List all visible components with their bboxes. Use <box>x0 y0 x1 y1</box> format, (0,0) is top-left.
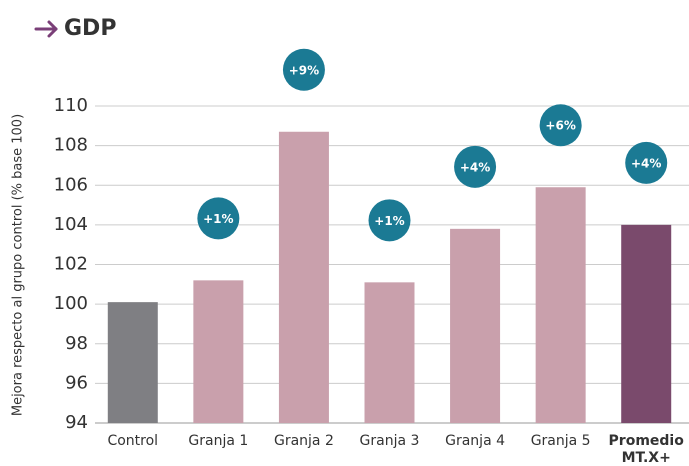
badge <box>282 48 325 91</box>
x-tick-label: Granja 1 <box>188 433 248 449</box>
title-arrow <box>34 20 58 38</box>
x-tick-label: Promedio MT.X+ <box>609 433 685 466</box>
badge-label: +9% <box>289 63 319 77</box>
badge <box>625 141 668 184</box>
y-tick-label: 106 <box>54 174 88 195</box>
x-tick-label: Granja 5 <box>531 433 591 449</box>
x-tick-label: Control <box>107 433 158 449</box>
badge-label: +4% <box>460 160 490 174</box>
x-tick-label: Granja 2 <box>274 433 334 449</box>
y-tick-label: 96 <box>65 372 88 393</box>
badge <box>368 199 411 242</box>
y-tick-label: 94 <box>65 412 88 433</box>
bar <box>450 228 501 423</box>
y-tick-label: 104 <box>54 214 88 235</box>
y-tick-label: 98 <box>65 333 88 354</box>
y-tick-label: 108 <box>54 135 88 156</box>
y-tick-label: 102 <box>54 254 88 275</box>
bar <box>535 187 586 423</box>
chart-title: GDP <box>64 16 116 41</box>
bar <box>107 302 158 423</box>
bar <box>621 224 672 423</box>
y-axis-label: Mejora respecto al grupo control (% base… <box>11 114 26 416</box>
badge <box>539 104 582 147</box>
y-tick-label: 110 <box>54 95 88 116</box>
badge-label: +6% <box>545 119 575 133</box>
badge-label: +4% <box>631 156 661 170</box>
x-tick-label: Granja 4 <box>445 433 505 449</box>
x-tick-label: Granja 3 <box>360 433 420 449</box>
badge-label: +1% <box>203 212 233 226</box>
y-tick-label: 100 <box>54 293 88 314</box>
bar <box>364 282 415 423</box>
bar <box>193 280 244 423</box>
bar <box>278 131 329 423</box>
badge-label: +1% <box>374 214 404 228</box>
badge <box>197 197 240 240</box>
badge <box>454 145 497 188</box>
